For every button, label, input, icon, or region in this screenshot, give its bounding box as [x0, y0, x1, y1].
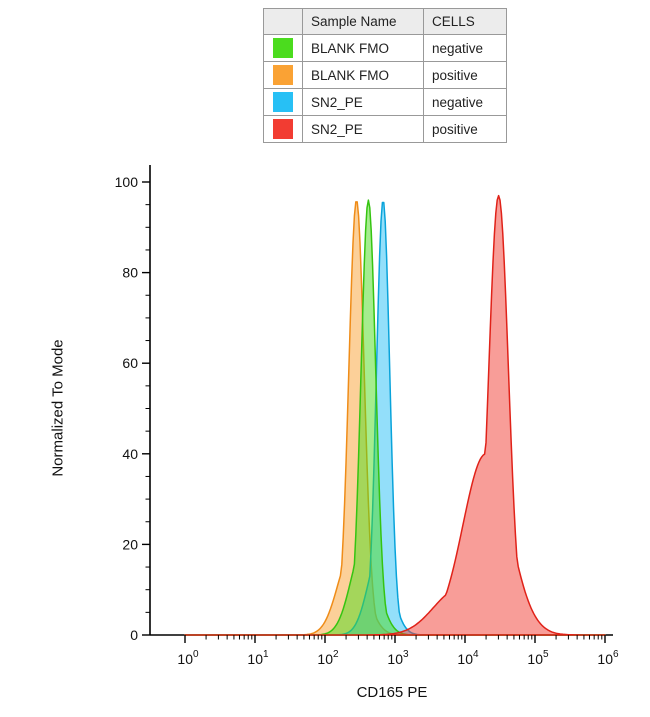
- legend-row: SN2_PE positive: [263, 115, 507, 143]
- legend-color-swatch: [273, 119, 293, 139]
- y-tick-label: 80: [122, 265, 138, 281]
- y-tick-label: 100: [115, 174, 139, 190]
- legend-table: Sample Name CELLS BLANK FMO negative BLANK…: [263, 8, 507, 143]
- legend-color-swatch: [273, 65, 293, 85]
- legend-cells-value: negative: [423, 88, 507, 116]
- legend-sample-name: BLANK FMO: [302, 61, 424, 89]
- legend-sample-name: SN2_PE: [302, 115, 424, 143]
- x-tick-label: 104: [457, 649, 479, 667]
- y-tick-label: 0: [130, 627, 138, 643]
- y-axis-title: Normalized To Mode: [49, 339, 67, 477]
- legend-header-row: Sample Name CELLS: [263, 8, 507, 35]
- x-tick-label: 105: [527, 649, 549, 667]
- legend-swatch-cell: [263, 61, 303, 89]
- legend-sample-name: BLANK FMO: [302, 34, 424, 62]
- x-axis-title: CD165 PE: [356, 684, 428, 701]
- legend-row: BLANK FMO negative: [263, 34, 507, 62]
- series-curve-sn2_pe-negative: [184, 201, 606, 636]
- y-tick-label: 40: [122, 446, 138, 462]
- legend-cells-value: negative: [423, 34, 507, 62]
- legend-header-sample-name: Sample Name: [302, 8, 424, 35]
- legend-color-swatch: [273, 92, 293, 112]
- legend-row: BLANK FMO positive: [263, 61, 507, 89]
- x-tick-label: 101: [247, 649, 269, 667]
- legend-color-swatch: [273, 38, 293, 58]
- legend-cells-value: positive: [423, 115, 507, 143]
- x-tick-label: 100: [177, 649, 199, 667]
- legend-body: BLANK FMO negative BLANK FMO positive SN2_PE…: [263, 34, 507, 143]
- x-tick-label: 102: [317, 649, 339, 667]
- x-tick-label: 103: [387, 649, 409, 667]
- y-tick-label: 60: [122, 355, 138, 371]
- legend-swatch-header: [263, 8, 303, 35]
- y-tick-label: 20: [122, 536, 138, 552]
- legend-swatch-cell: [263, 88, 303, 116]
- x-tick-label: 106: [597, 649, 619, 667]
